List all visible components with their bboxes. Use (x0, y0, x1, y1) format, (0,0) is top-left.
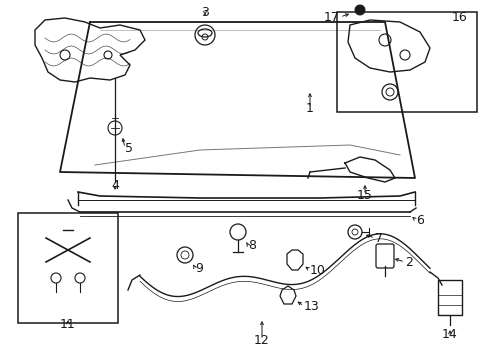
Text: 1: 1 (305, 102, 313, 114)
Circle shape (354, 5, 364, 15)
Text: 13: 13 (304, 300, 319, 312)
Text: 5: 5 (125, 141, 133, 154)
Text: 10: 10 (309, 264, 325, 276)
Text: 3: 3 (201, 5, 208, 18)
Text: 16: 16 (451, 10, 467, 23)
Text: 4: 4 (111, 179, 119, 192)
Text: 7: 7 (374, 231, 382, 244)
Text: 2: 2 (404, 256, 412, 269)
Text: 14: 14 (441, 328, 457, 342)
Text: 6: 6 (415, 213, 423, 226)
Text: 15: 15 (356, 189, 372, 202)
Text: 12: 12 (254, 333, 269, 346)
Text: 11: 11 (60, 319, 76, 332)
Text: 8: 8 (247, 239, 256, 252)
Text: 17: 17 (324, 10, 339, 23)
Text: 9: 9 (195, 261, 203, 274)
